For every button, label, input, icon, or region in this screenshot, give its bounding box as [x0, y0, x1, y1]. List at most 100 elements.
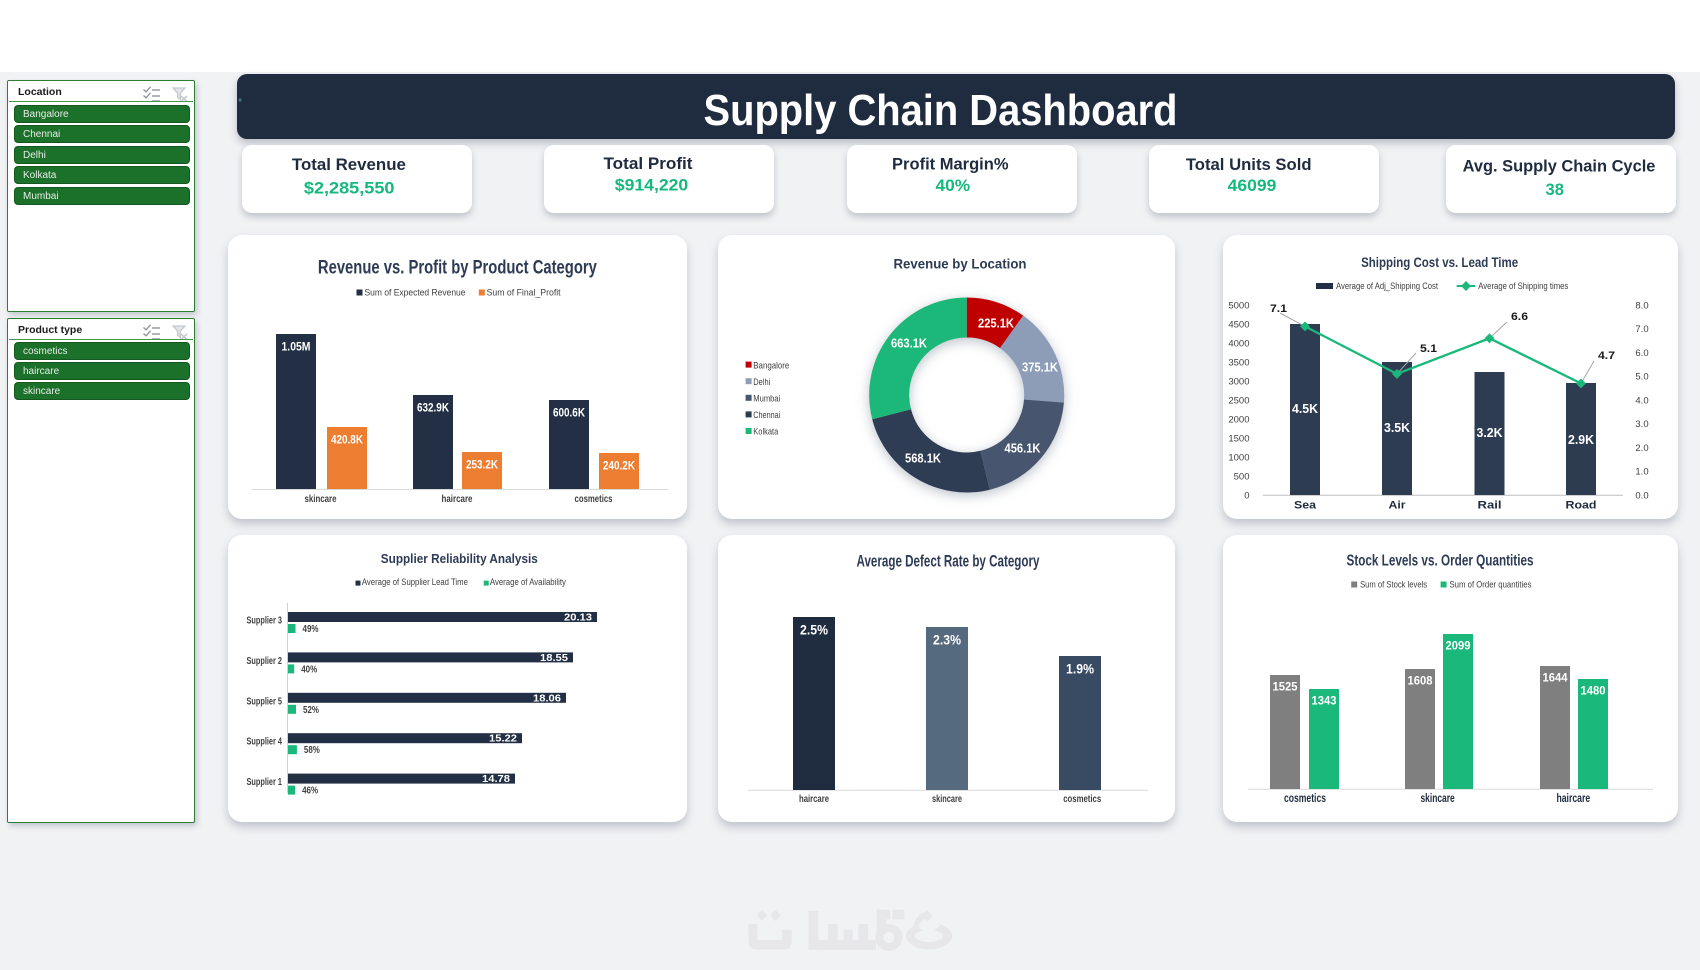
svg-text:$2,285,550: $2,285,550	[304, 179, 395, 198]
svg-text:6.6: 6.6	[1511, 311, 1528, 323]
svg-text:Revenue by Location: Revenue by Location	[894, 255, 1027, 271]
svg-text:4.0: 4.0	[1635, 395, 1648, 406]
svg-text:haircare: haircare	[1556, 791, 1590, 805]
svg-text:haircare: haircare	[799, 793, 829, 805]
svg-text:1500: 1500	[1228, 433, 1249, 444]
svg-text:7.1: 7.1	[1270, 303, 1287, 315]
svg-text:46099: 46099	[1228, 176, 1277, 195]
svg-text:Total Profit: Total Profit	[604, 154, 693, 173]
svg-text:Average of Adj_Shipping Cost: Average of Adj_Shipping Cost	[1336, 281, 1438, 291]
svg-text:40%: 40%	[301, 664, 317, 675]
svg-text:Total Units Sold: Total Units Sold	[1186, 155, 1312, 174]
svg-text:Stock Levels vs. Order Quantit: Stock Levels vs. Order Quantities	[1347, 553, 1534, 570]
svg-text:568.1K: 568.1K	[905, 451, 942, 466]
svg-text:3.5K: 3.5K	[1384, 420, 1411, 435]
svg-text:4.7: 4.7	[1598, 350, 1615, 362]
svg-text:8.0: 8.0	[1635, 300, 1648, 311]
svg-text:Sum of Final_Profit: Sum of Final_Profit	[487, 288, 561, 298]
svg-text:58%: 58%	[304, 745, 320, 756]
svg-text:Rail: Rail	[1478, 499, 1502, 511]
svg-text:2500: 2500	[1228, 395, 1249, 406]
svg-text:0.0: 0.0	[1635, 490, 1648, 501]
svg-text:7.0: 7.0	[1635, 324, 1648, 335]
svg-text:1608: 1608	[1408, 674, 1433, 688]
svg-text:1343: 1343	[1312, 694, 1337, 708]
svg-text:2.5%: 2.5%	[800, 623, 828, 638]
svg-text:5.0: 5.0	[1635, 372, 1648, 383]
svg-text:2099: 2099	[1446, 639, 1471, 653]
svg-text:1000: 1000	[1228, 452, 1249, 463]
svg-text:Delhi: Delhi	[753, 377, 770, 387]
svg-text:cosmetics: cosmetics	[1284, 791, 1326, 805]
svg-text:4000: 4000	[1228, 338, 1249, 349]
svg-text:2.0: 2.0	[1635, 443, 1648, 454]
svg-text:18.06: 18.06	[533, 693, 561, 704]
svg-text:456.1K: 456.1K	[1005, 441, 1042, 456]
svg-text:haircare: haircare	[442, 493, 473, 505]
svg-text:Sum of Stock levels: Sum of Stock levels	[1360, 580, 1427, 590]
svg-text:Supplier 1: Supplier 1	[247, 777, 283, 788]
svg-text:Sum of Order quantities: Sum of Order quantities	[1450, 580, 1532, 590]
svg-text:Bangalore: Bangalore	[753, 360, 789, 370]
svg-text:skincare: skincare	[1420, 791, 1455, 805]
svg-text:1.9%: 1.9%	[1066, 662, 1094, 677]
svg-text:Avg. Supply Chain Cycle: Avg. Supply Chain Cycle	[1463, 156, 1656, 175]
svg-text:Supplier 2: Supplier 2	[247, 656, 283, 667]
svg-text:Average of Availability: Average of Availability	[490, 577, 566, 587]
svg-text:18.55: 18.55	[540, 653, 568, 664]
svg-text:skincare: skincare	[305, 493, 337, 505]
svg-text:cosmetics: cosmetics	[575, 493, 613, 505]
svg-text:0: 0	[1244, 490, 1249, 501]
svg-text:500: 500	[1234, 471, 1250, 482]
svg-text:4.5K: 4.5K	[1292, 401, 1319, 416]
svg-text:600.6K: 600.6K	[553, 406, 585, 420]
svg-text:5000: 5000	[1228, 300, 1249, 311]
svg-text:Chennai: Chennai	[753, 410, 780, 420]
svg-text:38: 38	[1546, 180, 1564, 199]
svg-text:6.0: 6.0	[1635, 348, 1648, 359]
svg-text:1525: 1525	[1273, 680, 1298, 694]
svg-text:Shipping Cost vs. Lead Time: Shipping Cost vs. Lead Time	[1361, 255, 1518, 270]
svg-text:Average Defect Rate by Categor: Average Defect Rate by Category	[857, 552, 1041, 570]
svg-text:15.22: 15.22	[489, 734, 517, 745]
svg-text:1.0: 1.0	[1635, 467, 1648, 478]
svg-text:Road: Road	[1566, 499, 1597, 511]
svg-text:632.9K: 632.9K	[417, 401, 449, 415]
svg-text:253.2K: 253.2K	[466, 458, 498, 472]
svg-text:52%: 52%	[303, 705, 319, 716]
svg-text:1480: 1480	[1581, 684, 1606, 698]
svg-text:14.78: 14.78	[482, 774, 510, 785]
svg-text:Total Revenue: Total Revenue	[292, 155, 406, 174]
svg-text:5.1: 5.1	[1420, 343, 1437, 355]
svg-text:2000: 2000	[1228, 414, 1249, 425]
svg-text:Profit Margin%: Profit Margin%	[892, 154, 1009, 173]
svg-text:Supply Chain Dashboard: Supply Chain Dashboard	[704, 86, 1178, 135]
svg-text:225.1K: 225.1K	[978, 316, 1015, 331]
svg-text:Supplier 3: Supplier 3	[247, 616, 283, 627]
svg-text:375.1K: 375.1K	[1022, 360, 1059, 375]
svg-text:$914,220: $914,220	[615, 176, 688, 195]
svg-text:663.1K: 663.1K	[891, 336, 928, 351]
svg-text:3.0: 3.0	[1635, 419, 1648, 430]
svg-text:Supplier Reliability Analysis: Supplier Reliability Analysis	[381, 551, 538, 566]
svg-text:3.2K: 3.2K	[1477, 425, 1504, 440]
svg-text:Kolkata: Kolkata	[753, 427, 778, 437]
svg-text:Revenue vs. Profit by Product: Revenue vs. Profit by Product Category	[318, 258, 597, 279]
svg-text:2.3%: 2.3%	[933, 633, 961, 648]
svg-text:2.9K: 2.9K	[1568, 432, 1595, 447]
svg-text:Mumbai: Mumbai	[753, 394, 780, 404]
svg-text:1.05M: 1.05M	[282, 340, 311, 354]
svg-text:49%: 49%	[303, 624, 319, 635]
svg-text:20.13: 20.13	[564, 613, 592, 624]
svg-text:Sum of Expected Revenue: Sum of Expected Revenue	[365, 288, 466, 298]
svg-text:Air: Air	[1389, 499, 1407, 511]
svg-text:240.2K: 240.2K	[603, 459, 635, 473]
svg-text:40%: 40%	[936, 176, 971, 195]
svg-text:skincare: skincare	[932, 793, 962, 805]
svg-text:Average of Shipping times: Average of Shipping times	[1478, 281, 1568, 291]
svg-text:3500: 3500	[1228, 357, 1249, 368]
svg-text:420.8K: 420.8K	[331, 433, 363, 447]
svg-text:Supplier 4: Supplier 4	[247, 737, 283, 748]
svg-text:1644: 1644	[1543, 671, 1568, 685]
svg-text:46%: 46%	[302, 786, 318, 797]
